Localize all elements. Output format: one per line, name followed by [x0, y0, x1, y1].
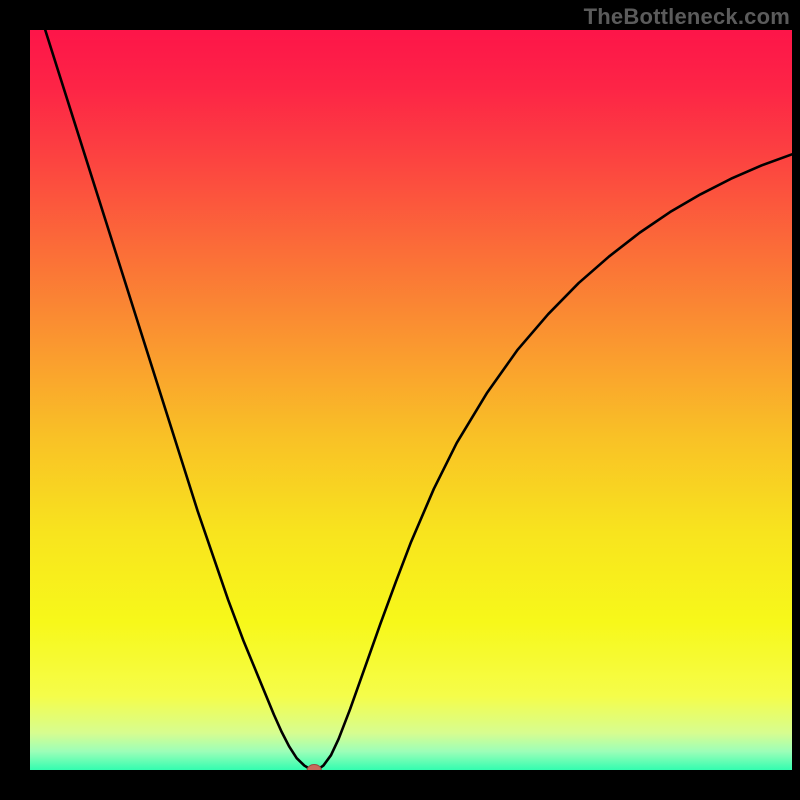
bottleneck-chart: TheBottleneck.com: [0, 0, 800, 800]
chart-border-left: [0, 0, 30, 800]
plot-background: [30, 30, 792, 770]
chart-border-right: [792, 0, 800, 800]
watermark-text: TheBottleneck.com: [584, 4, 790, 30]
chart-border-bottom: [0, 770, 800, 800]
chart-svg: [0, 0, 800, 800]
